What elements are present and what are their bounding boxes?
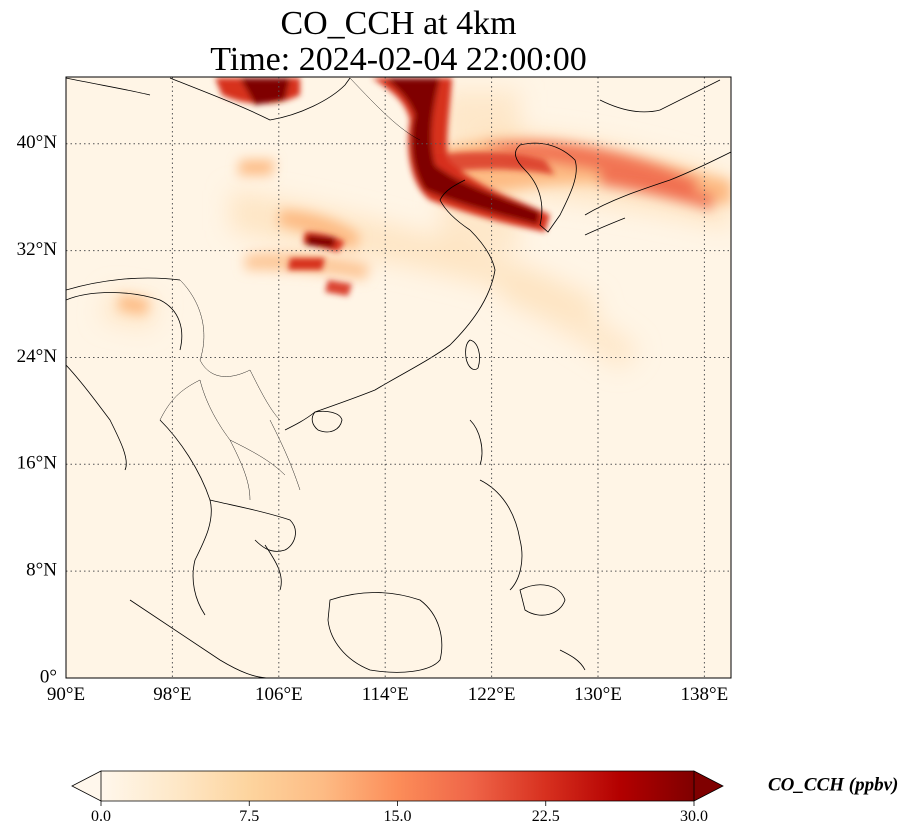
lat-tick-label: 40°N — [17, 132, 58, 153]
lon-tick-label: 114°E — [362, 684, 409, 705]
colorbar-label: CO_CCH (ppbv) — [768, 774, 898, 795]
lon-tick-label: 130°E — [574, 684, 622, 705]
coastlines — [66, 77, 731, 678]
country-borders — [159, 77, 421, 501]
lat-tick-label: 32°N — [17, 239, 58, 260]
colorbar-ticks: 0.0 7.5 15.0 22.5 30.0 — [91, 801, 708, 825]
colorbar-tick-label: 15.0 — [384, 808, 412, 825]
colorbar-extend-max — [693, 770, 724, 802]
colorbar-tick-label: 7.5 — [239, 808, 259, 825]
lat-tick-label: 8°N — [26, 560, 57, 581]
colorbar-tick-label: 30.0 — [680, 808, 708, 825]
lon-tick-label: 122°E — [468, 684, 516, 705]
lat-tick-label: 0° — [40, 666, 57, 687]
longitude-tick-labels: 90°E 98°E 106°E 114°E 122°E 130°E 138°E — [47, 684, 728, 705]
colorbar-tick-label: 22.5 — [532, 808, 560, 825]
lon-tick-label: 138°E — [681, 684, 729, 705]
lon-tick-label: 106°E — [255, 684, 303, 705]
gridlines — [66, 77, 731, 678]
lon-tick-label: 90°E — [47, 684, 85, 705]
colorbar-extend-min — [71, 770, 102, 802]
latitude-tick-labels: 0° 8°N 16°N 24°N 32°N 40°N — [17, 132, 58, 687]
colorbar-tick-label: 0.0 — [91, 808, 111, 825]
map-title: CO_CCH at 4km — [280, 5, 517, 42]
colorbar: 0.0 7.5 15.0 22.5 30.0 CO_CCH (ppbv) — [71, 770, 898, 825]
lat-tick-label: 24°N — [17, 346, 58, 367]
map-subtitle-time: Time: 2024-02-04 22:00:00 — [210, 41, 587, 78]
strong-plumes — [215, 78, 555, 296]
map-frame — [65, 76, 732, 679]
lat-tick-label: 16°N — [17, 453, 58, 474]
colorbar-gradient — [101, 771, 694, 801]
lon-tick-label: 98°E — [153, 684, 191, 705]
concentration-field — [66, 77, 731, 678]
